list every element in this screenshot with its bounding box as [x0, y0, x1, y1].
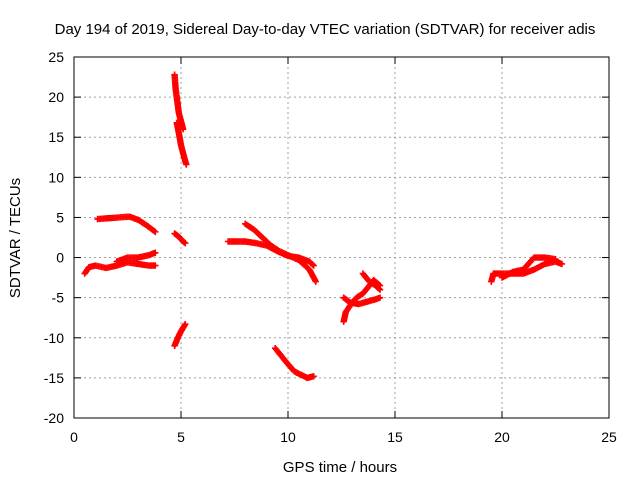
y-tick-labels: -20 -15 -10 -5 0 5 10 15 20 25	[44, 49, 64, 426]
data-point	[152, 262, 159, 269]
series-arc-5	[173, 119, 190, 168]
series-arc-9	[242, 220, 320, 285]
data-point	[376, 286, 384, 293]
y-tick-label: 20	[48, 89, 64, 105]
data-point	[182, 320, 189, 328]
axis-ticks	[73, 56, 610, 419]
x-tick-label: 0	[70, 429, 78, 445]
x-tick-label: 25	[601, 429, 617, 445]
data-point	[310, 373, 317, 380]
data-point	[152, 249, 159, 256]
series-arc-1	[81, 259, 159, 277]
y-tick-label: -15	[44, 370, 64, 386]
y-tick-label: -10	[44, 330, 64, 346]
series-arc-7	[171, 320, 189, 349]
x-tick-labels: 0 5 10 15 20 25	[70, 429, 617, 445]
x-tick-label: 20	[494, 429, 510, 445]
y-tick-label: 15	[48, 129, 64, 145]
data-point	[181, 239, 188, 246]
chart-title: Day 194 of 2019, Sidereal Day-to-day VTE…	[55, 21, 596, 38]
y-tick-label: 10	[48, 169, 64, 185]
y-axis-label: SDTVAR / TECUs	[7, 178, 24, 298]
x-tick-label: 10	[280, 429, 296, 445]
y-tick-label: 25	[48, 49, 64, 65]
series-arc-6	[171, 230, 189, 247]
data-point	[183, 161, 190, 168]
data-point	[558, 260, 566, 268]
data-point	[310, 262, 317, 269]
data-point	[150, 227, 158, 235]
series-arc-4	[171, 71, 187, 133]
y-tick-label: 5	[56, 209, 64, 225]
series-arc-3	[94, 213, 159, 236]
y-tick-label: -20	[44, 410, 64, 426]
data-point	[552, 255, 559, 263]
data-point	[375, 285, 383, 292]
series-arc-15	[498, 254, 559, 281]
y-tick-label: -5	[52, 290, 65, 306]
x-axis-label: GPS time / hours	[283, 459, 397, 476]
y-tick-label: 0	[56, 250, 64, 266]
grid-lines	[74, 57, 609, 418]
data-point	[376, 294, 384, 301]
series-arc-2	[113, 249, 159, 265]
series-arc-13	[359, 270, 384, 293]
x-tick-label: 5	[177, 429, 185, 445]
data-points	[81, 71, 566, 382]
data-point	[312, 278, 320, 285]
x-tick-label: 15	[387, 429, 403, 445]
series-arc-10	[271, 345, 317, 382]
plot-frame	[73, 56, 610, 419]
data-point	[309, 261, 316, 268]
data-point	[152, 228, 159, 236]
data-point	[182, 239, 189, 247]
series-arc-12	[340, 294, 384, 308]
